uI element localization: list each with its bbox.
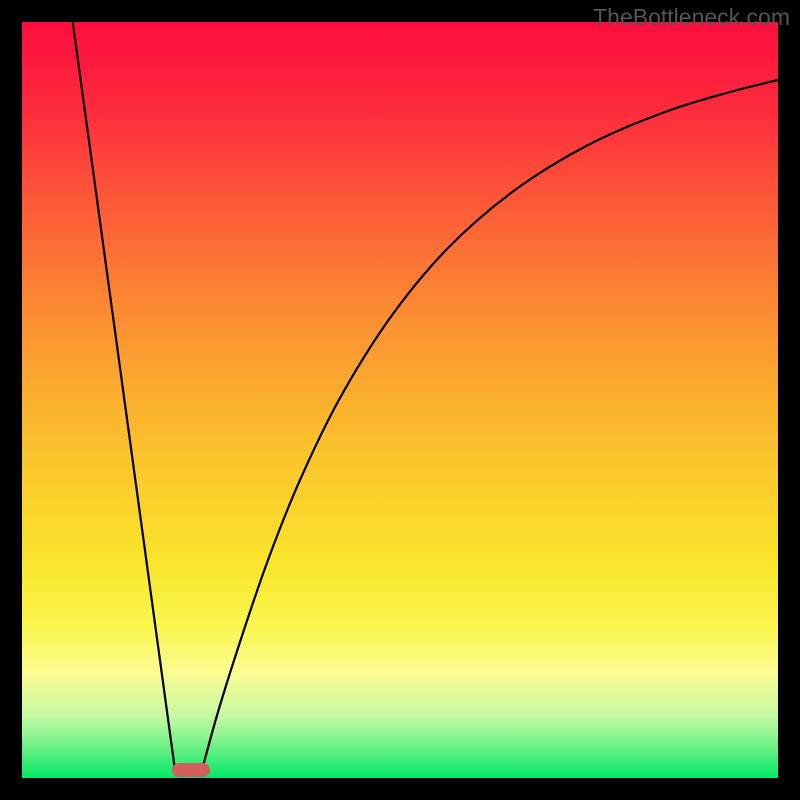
watermark-text: TheBottleneck.com: [593, 4, 790, 31]
plot-area: [22, 22, 778, 778]
bottleneck-marker: [172, 763, 210, 777]
bottleneck-chart: TheBottleneck.com: [0, 0, 800, 800]
chart-svg: [0, 0, 800, 800]
